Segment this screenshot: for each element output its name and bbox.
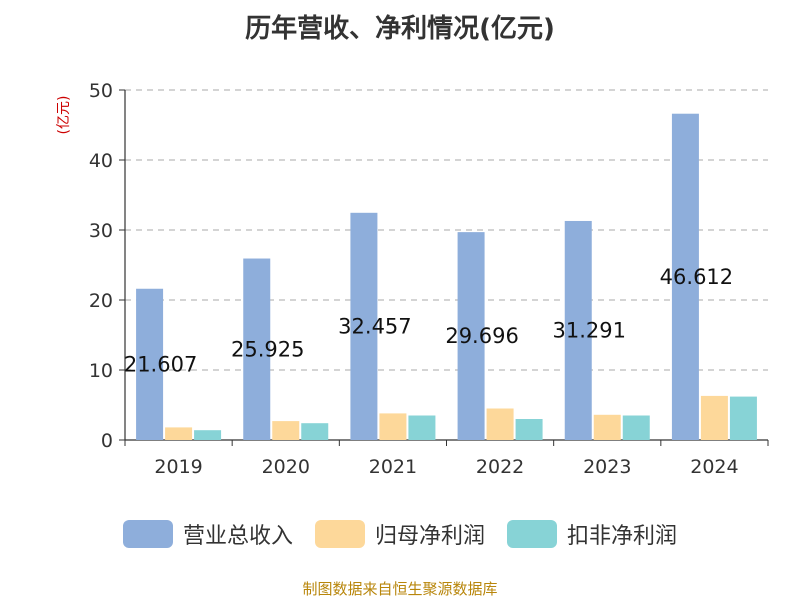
y-tick-label-0: 0: [101, 430, 113, 452]
bar-扣非净利润-2024: [730, 397, 757, 440]
legend-item-2[interactable]: 扣非净利润: [507, 518, 677, 550]
x-tick-label-2020: 2020: [262, 456, 310, 478]
data-label-2020: 25.925: [231, 337, 304, 361]
bar-归母净利润-2024: [701, 396, 728, 440]
legend-item-0[interactable]: 营业总收入: [123, 518, 293, 550]
bar-扣非净利润-2020: [301, 423, 328, 440]
data-label-2021: 32.457: [338, 314, 411, 338]
data-label-2024: 46.612: [660, 265, 733, 289]
x-tick-label-2021: 2021: [369, 456, 417, 478]
bar-归母净利润-2023: [594, 415, 621, 440]
legend-swatch: [315, 520, 365, 548]
bar-扣非净利润-2021: [408, 416, 435, 441]
data-label-2023: 31.291: [553, 318, 626, 342]
bar-扣非净利润-2019: [194, 430, 221, 440]
legend-swatch: [507, 520, 557, 548]
bar-扣非净利润-2023: [623, 416, 650, 441]
data-label-2022: 29.696: [445, 324, 518, 348]
bar-归母净利润-2021: [379, 413, 406, 440]
legend-item-1[interactable]: 归母净利润: [315, 518, 485, 550]
data-label-2019: 21.607: [124, 352, 197, 376]
y-tick-label-5: 50: [89, 80, 113, 102]
source-note: 制图数据来自恒生聚源数据库: [0, 578, 800, 599]
y-tick-label-4: 40: [89, 150, 113, 172]
legend-label: 扣非净利润: [567, 518, 677, 550]
y-tick-label-1: 10: [89, 360, 113, 382]
bar-归母净利润-2020: [272, 421, 299, 440]
x-tick-label-2022: 2022: [476, 456, 524, 478]
bar-扣非净利润-2022: [516, 419, 543, 440]
x-tick-label-2023: 2023: [583, 456, 631, 478]
legend-swatch: [123, 520, 173, 548]
legend: 营业总收入 归母净利润 扣非净利润: [0, 518, 800, 550]
x-tick-label-2019: 2019: [154, 456, 202, 478]
legend-label: 归母净利润: [375, 518, 485, 550]
bar-归母净利润-2019: [165, 427, 192, 440]
x-tick-label-2024: 2024: [690, 456, 738, 478]
y-axis-label: (亿元): [56, 96, 72, 135]
y-tick-label-3: 30: [89, 220, 113, 242]
bar-归母净利润-2022: [487, 409, 514, 441]
y-tick-label-2: 20: [89, 290, 113, 312]
legend-label: 营业总收入: [183, 518, 293, 550]
